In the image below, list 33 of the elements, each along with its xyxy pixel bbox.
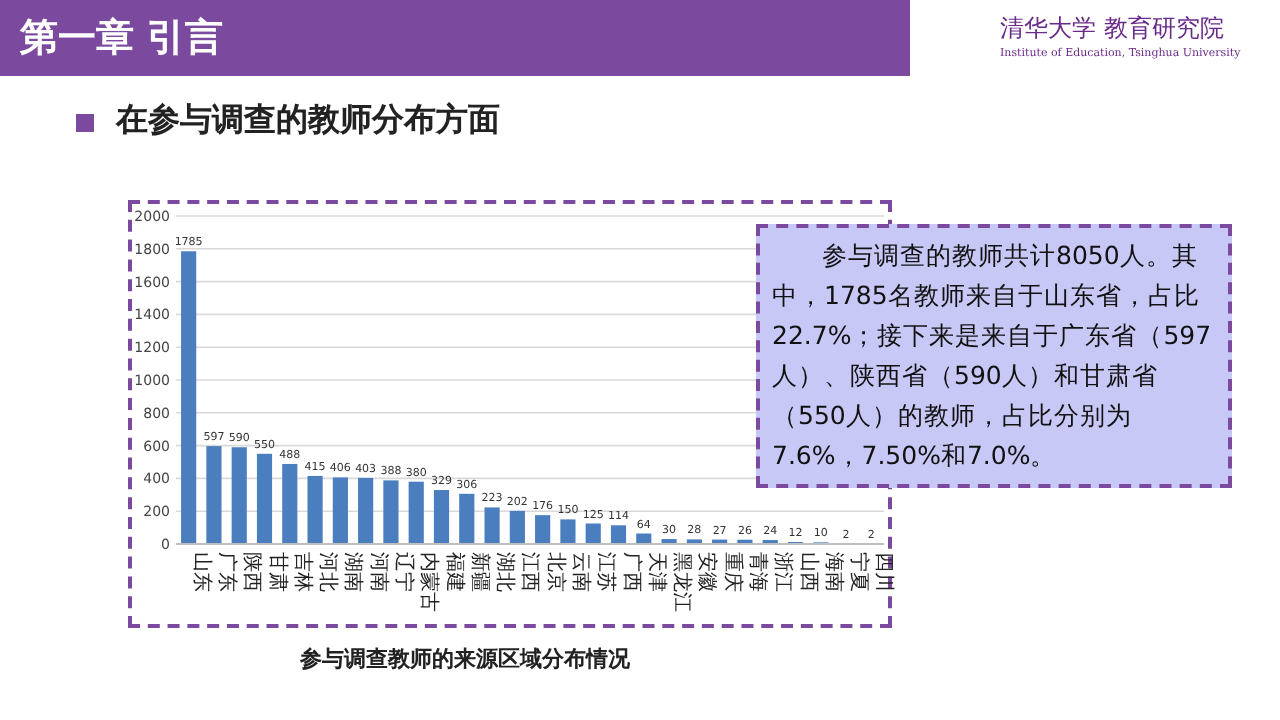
chart-title: 第一章 引言: [20, 14, 224, 64]
x-tick-label: 甘肃: [265, 552, 290, 592]
x-tick-label: 海南: [821, 552, 846, 592]
text: 清华大学 教育研究院: [1000, 12, 1224, 46]
x-tick-label: 黑龙江: [670, 552, 695, 612]
x-tick-label: 青海: [745, 552, 770, 592]
x-tick-label: 江苏: [594, 552, 619, 592]
x-tick-label: 内蒙古: [417, 552, 442, 612]
x-tick-label: 江西: [518, 552, 543, 592]
x-tick-label: 广东: [214, 552, 239, 592]
x-tick-label: 云南: [568, 552, 593, 592]
x-tick-label: 湖南: [341, 552, 366, 592]
x-tick-label: 新疆: [467, 552, 492, 592]
x-tick-label: 山东: [189, 552, 214, 592]
x-tick-label: 四川: [872, 552, 897, 592]
x-tick-label: 浙江: [771, 552, 796, 592]
x-tick-label: 天津: [644, 552, 669, 592]
x-tick-label: 湖北: [493, 552, 518, 592]
x-tick-label: 河北: [316, 552, 341, 592]
x-tick-label: 福建: [442, 552, 467, 592]
x-tick-label: 河南: [366, 552, 391, 592]
x-tick-label: 广西: [619, 552, 644, 592]
x-tick-label: 重庆: [720, 552, 745, 592]
x-tick-label: 陕西: [240, 552, 265, 592]
x-tick-label: 北京: [543, 552, 568, 592]
annotation: 参与调查的教师共计8050人。其中，1785名教师来自于山东省，占比22.7%；接下来是来自于广东省（597人）、陕西省（590人）和甘肃省（550人）的教师，占比分别为7.6%，7.50%和7.0%。: [756, 224, 1232, 488]
x-tick-label: 吉林: [290, 552, 315, 592]
x-tick-label: 安徽: [695, 552, 720, 592]
text: 参与调查教师的来源区域分布情况: [300, 644, 630, 674]
x-tick-label: 辽宁: [391, 552, 416, 592]
x-tick-label: 宁夏: [847, 552, 872, 592]
x-tick-label: 山西: [796, 552, 821, 592]
chart-subtitle: 在参与调查的教师分布方面: [116, 100, 500, 142]
